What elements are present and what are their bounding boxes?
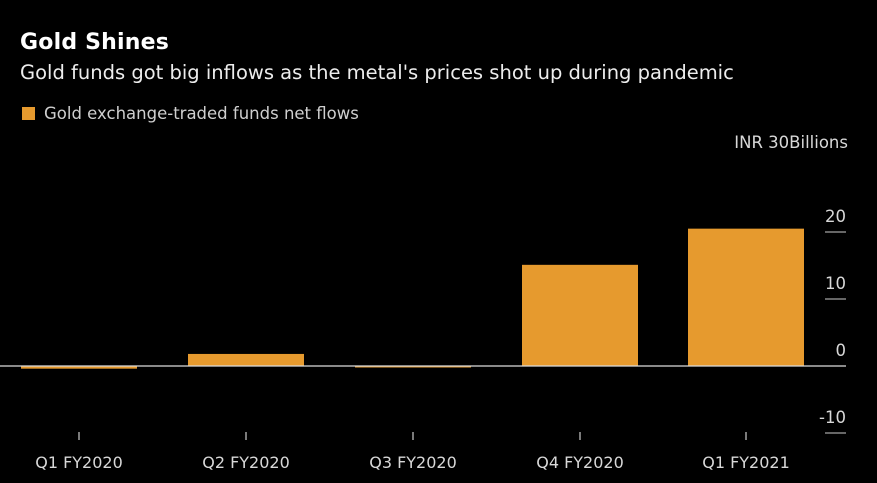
legend: Gold exchange-traded funds net flows bbox=[22, 104, 359, 123]
bar-q1-fy2020 bbox=[21, 366, 137, 369]
bar-q2-fy2020 bbox=[188, 353, 304, 366]
legend-swatch bbox=[22, 107, 35, 120]
chart-title: Gold Shines bbox=[20, 30, 170, 55]
chart-subtitle: Gold funds got big inflows as the metal'… bbox=[20, 61, 734, 84]
y-tick-label: 10 bbox=[825, 274, 846, 293]
y-tick-label: 0 bbox=[836, 341, 847, 360]
y-tick-label: 20 bbox=[825, 207, 846, 226]
bar-q4-fy2020 bbox=[522, 264, 638, 366]
x-tick-label: Q1 FY2021 bbox=[702, 453, 790, 472]
x-tick-label: Q3 FY2020 bbox=[369, 453, 457, 472]
x-tick-label: Q1 FY2020 bbox=[35, 453, 123, 472]
y-tick-label: -10 bbox=[819, 408, 846, 427]
y-axis-unit-label: INR 30Billions bbox=[734, 133, 848, 152]
bar-q3-fy2020 bbox=[355, 366, 471, 368]
legend-label: Gold exchange-traded funds net flows bbox=[44, 104, 359, 123]
bar-q1-fy2021 bbox=[688, 228, 804, 366]
x-tick-label: Q4 FY2020 bbox=[536, 453, 624, 472]
x-tick-label: Q2 FY2020 bbox=[202, 453, 290, 472]
